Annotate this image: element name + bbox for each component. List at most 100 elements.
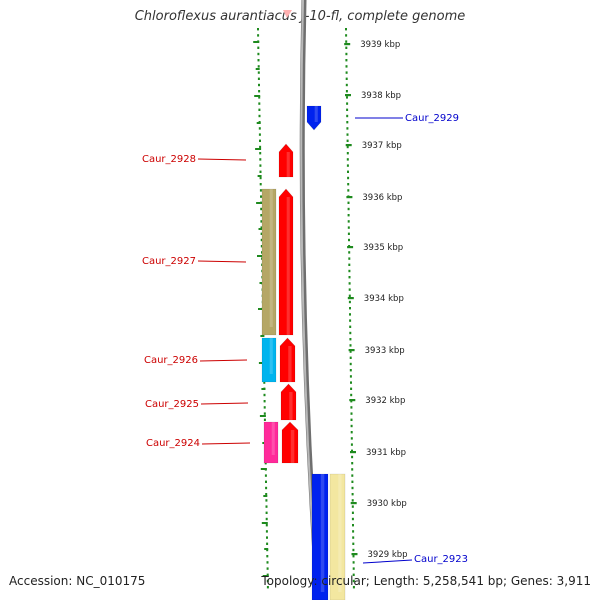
outer-dotted-track: [345, 28, 347, 31]
inner-dotted-track: [257, 28, 259, 31]
inner-dotted-track: [263, 412, 266, 415]
outer-dotted-track: [346, 102, 349, 105]
gene-label: Caur_2929: [405, 113, 459, 124]
inner-dotted-track: [260, 226, 263, 229]
inner-dotted-track: [265, 511, 268, 514]
outer-dotted-track: [350, 431, 353, 434]
scale-tick-label: 3935 kbp: [363, 243, 403, 253]
inner-dotted-track: [266, 542, 269, 545]
outer-dotted-track: [347, 183, 350, 186]
outer-dotted-track: [346, 139, 349, 142]
inner-dotted-track: [259, 145, 262, 149]
scale-tick: [350, 502, 357, 505]
scale-tick-label: 3936 kbp: [362, 193, 402, 203]
gene-caur-2927: [278, 188, 294, 336]
outer-dotted-track: [350, 393, 353, 397]
outer-dotted-track: [349, 362, 352, 366]
inner-tick: [258, 308, 264, 310]
category-bar-yellow: [329, 473, 346, 600]
inner-dotted-track: [258, 102, 261, 105]
category-bar-cyan-body: [261, 337, 277, 383]
outer-dotted-track: [345, 40, 348, 43]
outer-dotted-track: [352, 561, 355, 564]
outer-dotted-track: [345, 59, 348, 62]
outer-dotted-track: [347, 170, 349, 173]
inner-dotted-track: [258, 127, 261, 130]
outer-dotted-track: [348, 238, 350, 242]
outer-dotted-track: [346, 133, 349, 136]
gene-caur-2929-shine: [314, 106, 318, 122]
inner-dotted-track: [265, 486, 268, 490]
inner-dotted-track: [266, 579, 269, 583]
inner-dotted-track: [260, 207, 263, 211]
gene-label-leader: [200, 402, 249, 405]
outer-dotted-track: [347, 226, 350, 229]
outer-dotted-track: [345, 46, 348, 49]
category-bar-olive: [261, 188, 277, 336]
inner-dotted-track: [258, 108, 261, 111]
scale-tick: [349, 399, 356, 402]
gene-label-leader: [197, 158, 247, 161]
outer-dotted-track: [348, 288, 351, 291]
inner-dotted-track: [263, 406, 266, 409]
topology-summary: Topology: circular; Length: 5,258,541 bp…: [261, 574, 591, 588]
inner-tick: [258, 228, 263, 230]
inner-dotted-track: [259, 139, 261, 142]
inner-tick: [254, 95, 261, 97]
inner-dotted-track: [266, 561, 269, 564]
outer-dotted-track: [349, 325, 352, 328]
outer-dotted-track: [352, 579, 355, 583]
inner-dotted-track: [266, 567, 269, 570]
outer-dotted-track: [350, 437, 353, 440]
outer-dotted-track: [351, 480, 354, 483]
outer-dotted-track: [352, 536, 355, 539]
inner-dotted-track: [265, 524, 268, 527]
outer-dotted-track: [346, 108, 349, 111]
outer-dotted-track: [348, 251, 351, 254]
inner-tick: [253, 41, 260, 43]
inner-dotted-track: [259, 152, 262, 155]
inner-dotted-track: [258, 90, 261, 93]
inner-dotted-track: [257, 52, 260, 56]
gene-caur-2926-body: [279, 337, 296, 383]
outer-dotted-track: [352, 573, 355, 576]
outer-dotted-track: [352, 530, 355, 533]
inner-tick: [256, 202, 263, 204]
outer-dotted-track: [345, 90, 348, 93]
inner-dotted-track: [259, 189, 262, 192]
gene-caur-2928-body: [278, 143, 294, 178]
inner-dotted-track: [257, 46, 260, 49]
outer-dotted-track: [351, 455, 354, 459]
outer-dotted-track: [351, 505, 354, 508]
outer-dotted-track: [350, 418, 353, 421]
outer-dotted-track: [346, 164, 349, 167]
outer-dotted-track: [352, 524, 354, 527]
gene-label-leader: [201, 442, 251, 445]
gene-label: Caur_2927: [142, 256, 196, 267]
gene-caur-2924-body: [281, 421, 299, 464]
outer-dotted-track: [345, 34, 348, 37]
gene-caur-2927-shine: [286, 197, 290, 335]
outer-dotted-track: [347, 189, 350, 192]
outer-dotted-track: [348, 257, 351, 260]
outer-dotted-track: [352, 548, 355, 552]
inner-tick: [259, 282, 264, 284]
outer-dotted-track: [351, 511, 354, 514]
inner-dotted-track: [263, 381, 266, 384]
outer-dotted-track: [346, 114, 349, 118]
category-bar-olive-body: [261, 188, 277, 336]
category-bar-pink: [263, 421, 279, 464]
scale-tick-label: 3938 kbp: [361, 91, 401, 101]
gene-caur-2926: [279, 337, 296, 383]
inner-dotted-track: [260, 232, 263, 235]
inner-tick: [261, 388, 266, 390]
outer-dotted-track: [347, 220, 350, 223]
outer-dotted-track: [345, 65, 348, 68]
gene-label: Caur_2923: [414, 554, 468, 565]
inner-dotted-track: [259, 170, 262, 173]
inner-dotted-track: [258, 96, 261, 99]
gene-label: Caur_2926: [144, 355, 198, 366]
outer-dotted-track: [350, 387, 353, 390]
scale-tick-label: 3939 kbp: [360, 40, 400, 50]
